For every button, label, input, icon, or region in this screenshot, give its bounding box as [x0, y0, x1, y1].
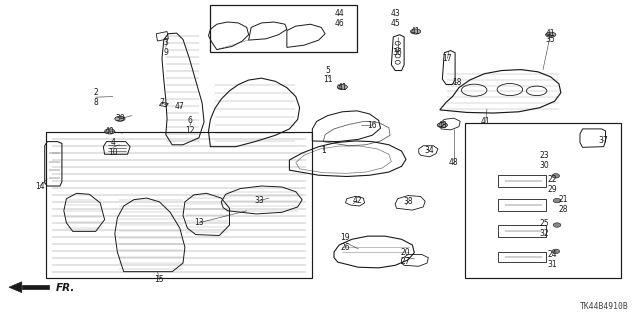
- Polygon shape: [9, 282, 22, 292]
- Text: 17: 17: [443, 54, 452, 63]
- Text: 39: 39: [115, 114, 125, 123]
- Text: 21
28: 21 28: [559, 195, 568, 214]
- Ellipse shape: [552, 249, 559, 253]
- Text: 41: 41: [411, 27, 420, 36]
- Text: 38: 38: [403, 197, 413, 206]
- Text: 41: 41: [481, 117, 490, 126]
- Text: 24
31: 24 31: [548, 250, 557, 269]
- Circle shape: [337, 84, 348, 90]
- Text: 47: 47: [175, 101, 185, 111]
- Text: 43
45: 43 45: [390, 10, 400, 28]
- Text: 37: 37: [598, 136, 609, 145]
- Text: 13: 13: [194, 218, 204, 227]
- Circle shape: [437, 123, 447, 128]
- Circle shape: [545, 32, 556, 37]
- Text: 41: 41: [337, 83, 347, 92]
- Text: FR.: FR.: [56, 283, 75, 293]
- Text: 15: 15: [155, 276, 164, 284]
- Text: 1: 1: [321, 146, 326, 155]
- Bar: [465, 123, 621, 278]
- Text: 20
27: 20 27: [401, 248, 410, 267]
- Bar: [499, 225, 546, 237]
- Text: 7: 7: [159, 99, 164, 108]
- Text: 6
12: 6 12: [185, 116, 195, 135]
- Text: TK44B4910B: TK44B4910B: [580, 302, 629, 311]
- Text: 4
10: 4 10: [108, 138, 118, 157]
- Circle shape: [410, 29, 420, 34]
- Text: 23
30: 23 30: [540, 151, 549, 170]
- Text: 22
29: 22 29: [548, 175, 557, 194]
- Text: 44
46: 44 46: [334, 10, 344, 28]
- Circle shape: [115, 116, 125, 121]
- Bar: [211, 4, 357, 52]
- Text: 16: 16: [367, 121, 377, 130]
- Bar: [499, 199, 546, 212]
- Text: 48: 48: [449, 158, 459, 167]
- Text: 3
9: 3 9: [163, 38, 168, 57]
- Circle shape: [104, 129, 115, 134]
- Ellipse shape: [552, 174, 559, 178]
- Bar: [46, 132, 312, 278]
- Text: 19
26: 19 26: [340, 233, 350, 252]
- Text: 5
11: 5 11: [323, 66, 332, 84]
- Ellipse shape: [553, 198, 561, 203]
- Ellipse shape: [553, 223, 561, 227]
- Text: 48: 48: [438, 121, 447, 130]
- Text: 36: 36: [393, 48, 403, 57]
- Text: 18: 18: [452, 78, 461, 87]
- Text: 14: 14: [35, 181, 44, 190]
- Bar: [499, 252, 546, 262]
- Text: 35: 35: [546, 35, 556, 44]
- Text: 33: 33: [255, 196, 264, 205]
- Text: 41: 41: [546, 28, 556, 38]
- Polygon shape: [22, 285, 49, 289]
- Text: 42: 42: [352, 196, 362, 205]
- Text: 40: 40: [105, 127, 115, 136]
- Text: 25
32: 25 32: [540, 219, 549, 238]
- Text: 2
8: 2 8: [93, 88, 98, 107]
- Bar: [499, 175, 546, 187]
- Text: 34: 34: [425, 146, 435, 155]
